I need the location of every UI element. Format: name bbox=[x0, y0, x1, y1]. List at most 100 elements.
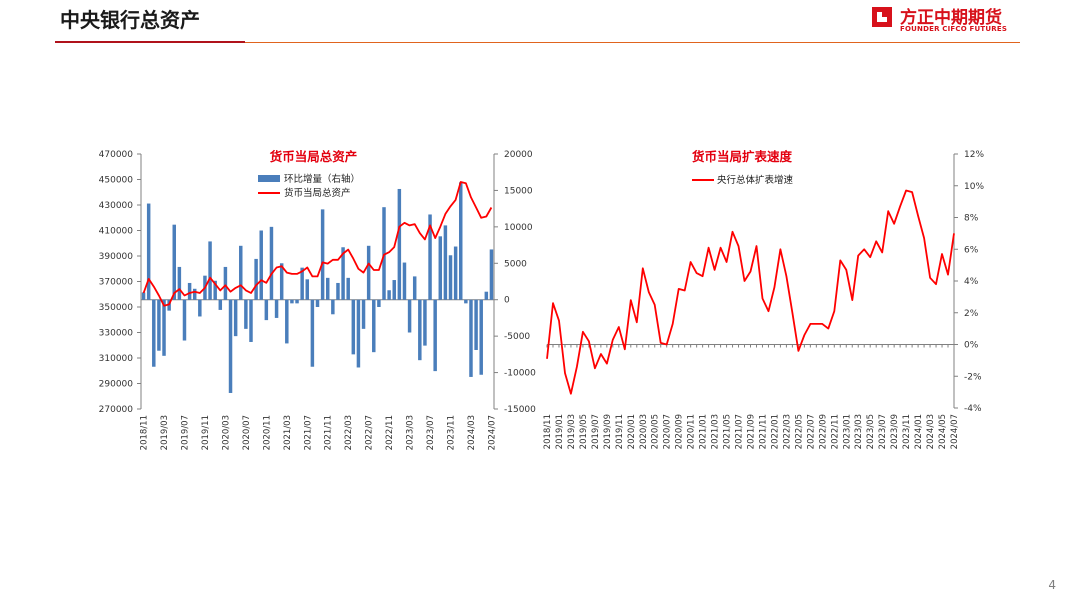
bar-month-change bbox=[208, 241, 212, 300]
right-y-tick-label: -10000 bbox=[504, 369, 536, 379]
bar-month-change bbox=[228, 299, 233, 393]
right-y-tick-label: 6% bbox=[964, 245, 979, 255]
x-tick-label: 2024/07 bbox=[487, 415, 497, 450]
bar-month-change bbox=[412, 276, 417, 300]
x-tick-label: 2021/07 bbox=[303, 415, 313, 450]
bar-month-change bbox=[192, 288, 197, 300]
bar-month-change bbox=[407, 299, 412, 333]
title-underline-light bbox=[245, 42, 1020, 43]
bar-month-change bbox=[433, 299, 437, 372]
bar-month-change bbox=[474, 299, 478, 350]
bar-month-change bbox=[213, 280, 217, 300]
left-y-tick-label: 350000 bbox=[99, 303, 134, 313]
x-tick-label: 2023/09 bbox=[890, 414, 900, 449]
legend-bar-swatch bbox=[258, 175, 280, 182]
x-tick-label: 2021/03 bbox=[711, 414, 721, 449]
logo-name-cn: 方正中期期货 bbox=[900, 8, 1002, 28]
bar-month-change bbox=[464, 299, 468, 304]
left-y-tick-label: 390000 bbox=[99, 252, 134, 262]
bar-month-change bbox=[356, 299, 361, 368]
title-underline-dark bbox=[55, 41, 245, 43]
bar-month-change bbox=[331, 299, 335, 315]
left-y-tick-label: 450000 bbox=[99, 176, 134, 186]
x-tick-label: 2020/09 bbox=[675, 414, 685, 449]
line-expansion-growth bbox=[546, 189, 955, 395]
x-tick-label: 2021/11 bbox=[759, 414, 769, 449]
bar-month-change bbox=[469, 299, 473, 377]
x-tick-label: 2022/07 bbox=[806, 414, 816, 449]
bar-month-change bbox=[239, 245, 243, 300]
bar-month-change bbox=[423, 299, 427, 346]
x-tick-label: 2023/05 bbox=[866, 414, 876, 449]
bar-month-change bbox=[269, 226, 274, 300]
bar-month-change bbox=[172, 224, 176, 300]
x-tick-label: 2019/01 bbox=[555, 414, 565, 449]
bar-month-change bbox=[244, 299, 248, 329]
x-tick-label: 2020/11 bbox=[687, 414, 697, 449]
right-y-tick-label: 4% bbox=[964, 277, 979, 287]
x-tick-label: 2023/11 bbox=[902, 414, 912, 449]
x-tick-label: 2019/09 bbox=[603, 414, 613, 449]
bar-month-change bbox=[141, 292, 146, 300]
bar-month-change bbox=[157, 299, 161, 351]
bar-month-change bbox=[182, 299, 187, 341]
x-tick-label: 2020/01 bbox=[627, 414, 637, 449]
bar-month-change bbox=[443, 225, 448, 300]
right-y-tick-label: 10% bbox=[964, 182, 984, 192]
bar-month-change bbox=[397, 188, 402, 300]
bar-month-change bbox=[382, 207, 386, 300]
bar-month-change bbox=[233, 299, 238, 337]
x-tick-label: 2024/03 bbox=[926, 414, 936, 449]
bar-month-change bbox=[162, 299, 166, 356]
x-tick-label: 2018/11 bbox=[543, 414, 553, 449]
bar-month-change bbox=[290, 299, 294, 304]
bar-month-change bbox=[249, 299, 253, 342]
right-y-tick-label: -5000 bbox=[504, 332, 530, 342]
bar-month-change bbox=[346, 277, 350, 300]
legend-bar-label: 环比增量（右轴） bbox=[284, 173, 360, 185]
bar-month-change bbox=[264, 299, 269, 321]
left-y-tick-label: 270000 bbox=[99, 405, 134, 415]
bar-month-change bbox=[459, 182, 463, 300]
left-y-tick-label: 370000 bbox=[99, 278, 134, 288]
logo-name-en: FOUNDER CIFCO FUTURES bbox=[900, 25, 1008, 33]
bar-month-change bbox=[336, 282, 340, 300]
logo-mark-icon bbox=[872, 7, 892, 27]
left-y-tick-label: 430000 bbox=[99, 201, 134, 211]
right-y-tick-label: 8% bbox=[964, 214, 979, 224]
x-tick-label: 2018/11 bbox=[140, 415, 150, 450]
left-y-tick-label: 330000 bbox=[99, 329, 134, 339]
central-bank-total-assets-chart: 470000 450000 430000 410000 390000 370000 3500… bbox=[99, 149, 537, 450]
bar-month-change bbox=[387, 290, 391, 300]
x-tick-label: 2023/07 bbox=[426, 415, 436, 450]
bar-month-change bbox=[315, 299, 320, 307]
right-y-tick-label: 20000 bbox=[504, 150, 533, 160]
x-tick-label: 2022/11 bbox=[385, 415, 395, 450]
legend-line-label: 央行总体扩表增速 bbox=[717, 174, 794, 186]
bar-month-change bbox=[366, 245, 371, 300]
bar-month-change bbox=[418, 299, 422, 361]
x-tick-label: 2021/03 bbox=[283, 415, 293, 450]
x-tick-label: 2022/01 bbox=[770, 414, 780, 449]
right-y-tick-label: 15000 bbox=[504, 186, 533, 196]
x-tick-label: 2019/11 bbox=[615, 414, 625, 449]
x-tick-label: 2019/07 bbox=[181, 415, 191, 450]
right-y-tick-label: -15000 bbox=[504, 405, 536, 415]
page-title: 中央银行总资产 bbox=[60, 8, 200, 32]
x-tick-label: 2024/07 bbox=[950, 414, 960, 449]
bar-month-change bbox=[489, 249, 494, 300]
right-y-tick-label: 12% bbox=[964, 150, 984, 160]
bar-month-change bbox=[218, 299, 223, 310]
x-tick-label: 2023/01 bbox=[842, 414, 852, 449]
right-y-tick-label: -2% bbox=[964, 372, 982, 382]
x-tick-label: 2022/11 bbox=[830, 414, 840, 449]
x-tick-label: 2021/05 bbox=[723, 414, 733, 449]
x-tick-label: 2021/01 bbox=[699, 414, 709, 449]
bar-month-change bbox=[372, 299, 376, 353]
bar-month-change bbox=[187, 282, 192, 300]
x-tick-label: 2019/03 bbox=[567, 414, 577, 449]
x-tick-label: 2022/09 bbox=[818, 414, 828, 449]
left-y-tick-label: 470000 bbox=[99, 150, 134, 160]
x-tick-label: 2020/11 bbox=[262, 415, 272, 450]
